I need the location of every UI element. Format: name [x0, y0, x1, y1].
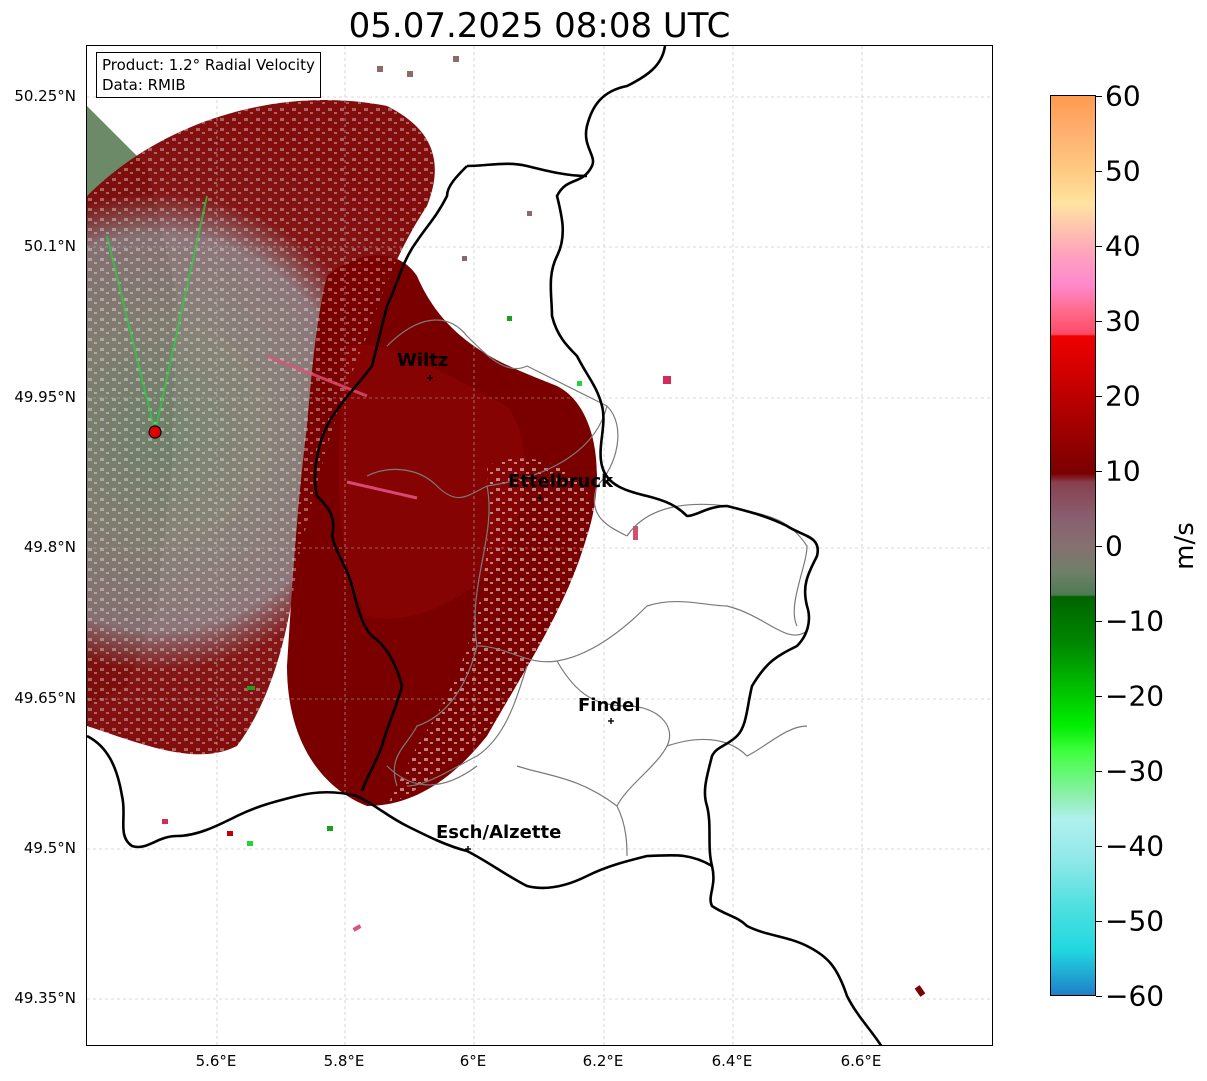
- lon-label: 5.8°E: [323, 1052, 365, 1070]
- colorbar-unit-label: m/s: [1170, 522, 1200, 570]
- lat-label: 49.8°N: [23, 538, 76, 556]
- colorbar-tick-label: 20: [1105, 379, 1141, 413]
- national-borders: [87, 46, 883, 1045]
- city-label-ettelbruck: Ettelbruck: [508, 471, 614, 492]
- lon-label: 6.2°E: [582, 1052, 624, 1070]
- colorbar-tick-mark: [1096, 771, 1102, 772]
- colorbar-tick-label: −50: [1105, 904, 1165, 938]
- colorbar-tick-label: 30: [1105, 304, 1141, 338]
- colorbar-tick-label: 0: [1105, 529, 1123, 563]
- city-label-esch-alzette: Esch/Alzette: [436, 822, 562, 843]
- colorbar-tick-mark: [1096, 96, 1102, 97]
- lon-label: 6°E: [459, 1052, 487, 1070]
- lat-label: 49.65°N: [14, 689, 76, 707]
- colorbar-tick-mark: [1096, 846, 1102, 847]
- colorbar-tick-label: −60: [1105, 979, 1165, 1013]
- colorbar-tick-mark: [1096, 546, 1102, 547]
- colorbar-tick-label: 50: [1105, 154, 1141, 188]
- colorbar-tick-mark: [1096, 621, 1102, 622]
- colorbar-tick-mark: [1096, 996, 1102, 997]
- lat-label: 49.35°N: [14, 989, 76, 1007]
- map-title: 05.07.2025 08:08 UTC: [348, 6, 731, 46]
- product-info-box: Product: 1.2° Radial Velocity Data: RMIB: [96, 52, 321, 98]
- colorbar-tick-label: −10: [1105, 604, 1165, 638]
- lon-label: 5.6°E: [195, 1052, 237, 1070]
- city-markers: [427, 375, 614, 852]
- lat-label: 49.5°N: [23, 839, 76, 857]
- district-borders: [366, 319, 808, 857]
- colorbar-tick-label: 40: [1105, 229, 1141, 263]
- lon-label: 6.4°E: [711, 1052, 753, 1070]
- colorbar-tick-label: 60: [1105, 79, 1141, 113]
- data-source-label: Data: RMIB: [102, 76, 186, 94]
- lat-label: 50.25°N: [14, 87, 76, 105]
- product-label: Product: 1.2° Radial Velocity: [102, 56, 315, 74]
- lon-label: 6.6°E: [840, 1052, 882, 1070]
- city-label-findel: Findel: [578, 695, 641, 716]
- radar-site-marker: [148, 425, 162, 439]
- map-canvas: [87, 46, 992, 1045]
- colorbar-tick-label: −20: [1105, 679, 1165, 713]
- colorbar-tick-mark: [1096, 696, 1102, 697]
- lat-label: 49.95°N: [14, 388, 76, 406]
- colorbar-tick-mark: [1096, 471, 1102, 472]
- city-label-wiltz: Wiltz: [397, 350, 449, 371]
- lat-label: 50.1°N: [23, 237, 76, 255]
- radar-map[interactable]: Product: 1.2° Radial Velocity Data: RMIB…: [86, 45, 993, 1046]
- colorbar-tick-label: −30: [1105, 754, 1165, 788]
- colorbar-tick-mark: [1096, 321, 1102, 322]
- colorbar-tick-mark: [1096, 921, 1102, 922]
- colorbar-tick-mark: [1096, 171, 1102, 172]
- colorbar-tick-mark: [1096, 246, 1102, 247]
- colorbar-tick-label: −40: [1105, 829, 1165, 863]
- colorbar-tick-mark: [1096, 396, 1102, 397]
- colorbar-tick-label: 10: [1105, 454, 1141, 488]
- velocity-colorbar: [1050, 95, 1096, 996]
